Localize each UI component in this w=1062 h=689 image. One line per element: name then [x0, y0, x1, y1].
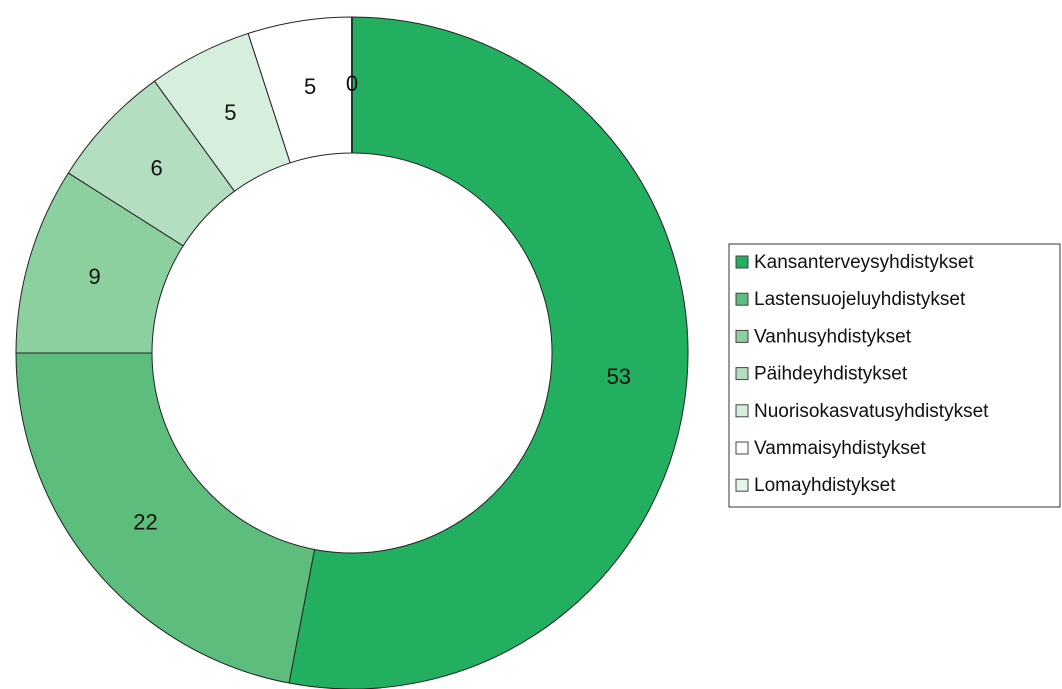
legend-marker — [735, 255, 749, 269]
legend-marker — [735, 329, 749, 343]
legend-box — [728, 243, 1061, 508]
legend-marker — [735, 441, 749, 455]
value-label: 5 — [304, 74, 316, 99]
value-label: 53 — [607, 364, 631, 389]
value-label: 6 — [151, 155, 163, 180]
legend-marker — [735, 478, 749, 492]
value-label: 0 — [346, 71, 358, 96]
donut-slice — [15, 352, 316, 684]
value-label: 9 — [89, 264, 101, 289]
donut-slice — [288, 16, 689, 689]
legend-label: Kansanterveysyhdistykset — [754, 252, 974, 273]
legend-marker — [735, 292, 749, 306]
value-label: 22 — [133, 510, 157, 535]
legend-label: Nuorisokasvatusyhdistykset — [754, 401, 989, 422]
legend-label: Lastensuojeluyhdistykset — [754, 289, 966, 310]
legend-label: Vanhusyhdistykset — [754, 326, 912, 347]
legend-label: Päihdeyhdistykset — [754, 364, 908, 385]
legend-marker — [735, 404, 749, 418]
value-label: 5 — [224, 100, 236, 125]
legend-marker — [735, 367, 749, 381]
legend-label: Lomayhdistykset — [754, 475, 896, 496]
legend-label: Vammaisyhdistykset — [754, 438, 926, 459]
